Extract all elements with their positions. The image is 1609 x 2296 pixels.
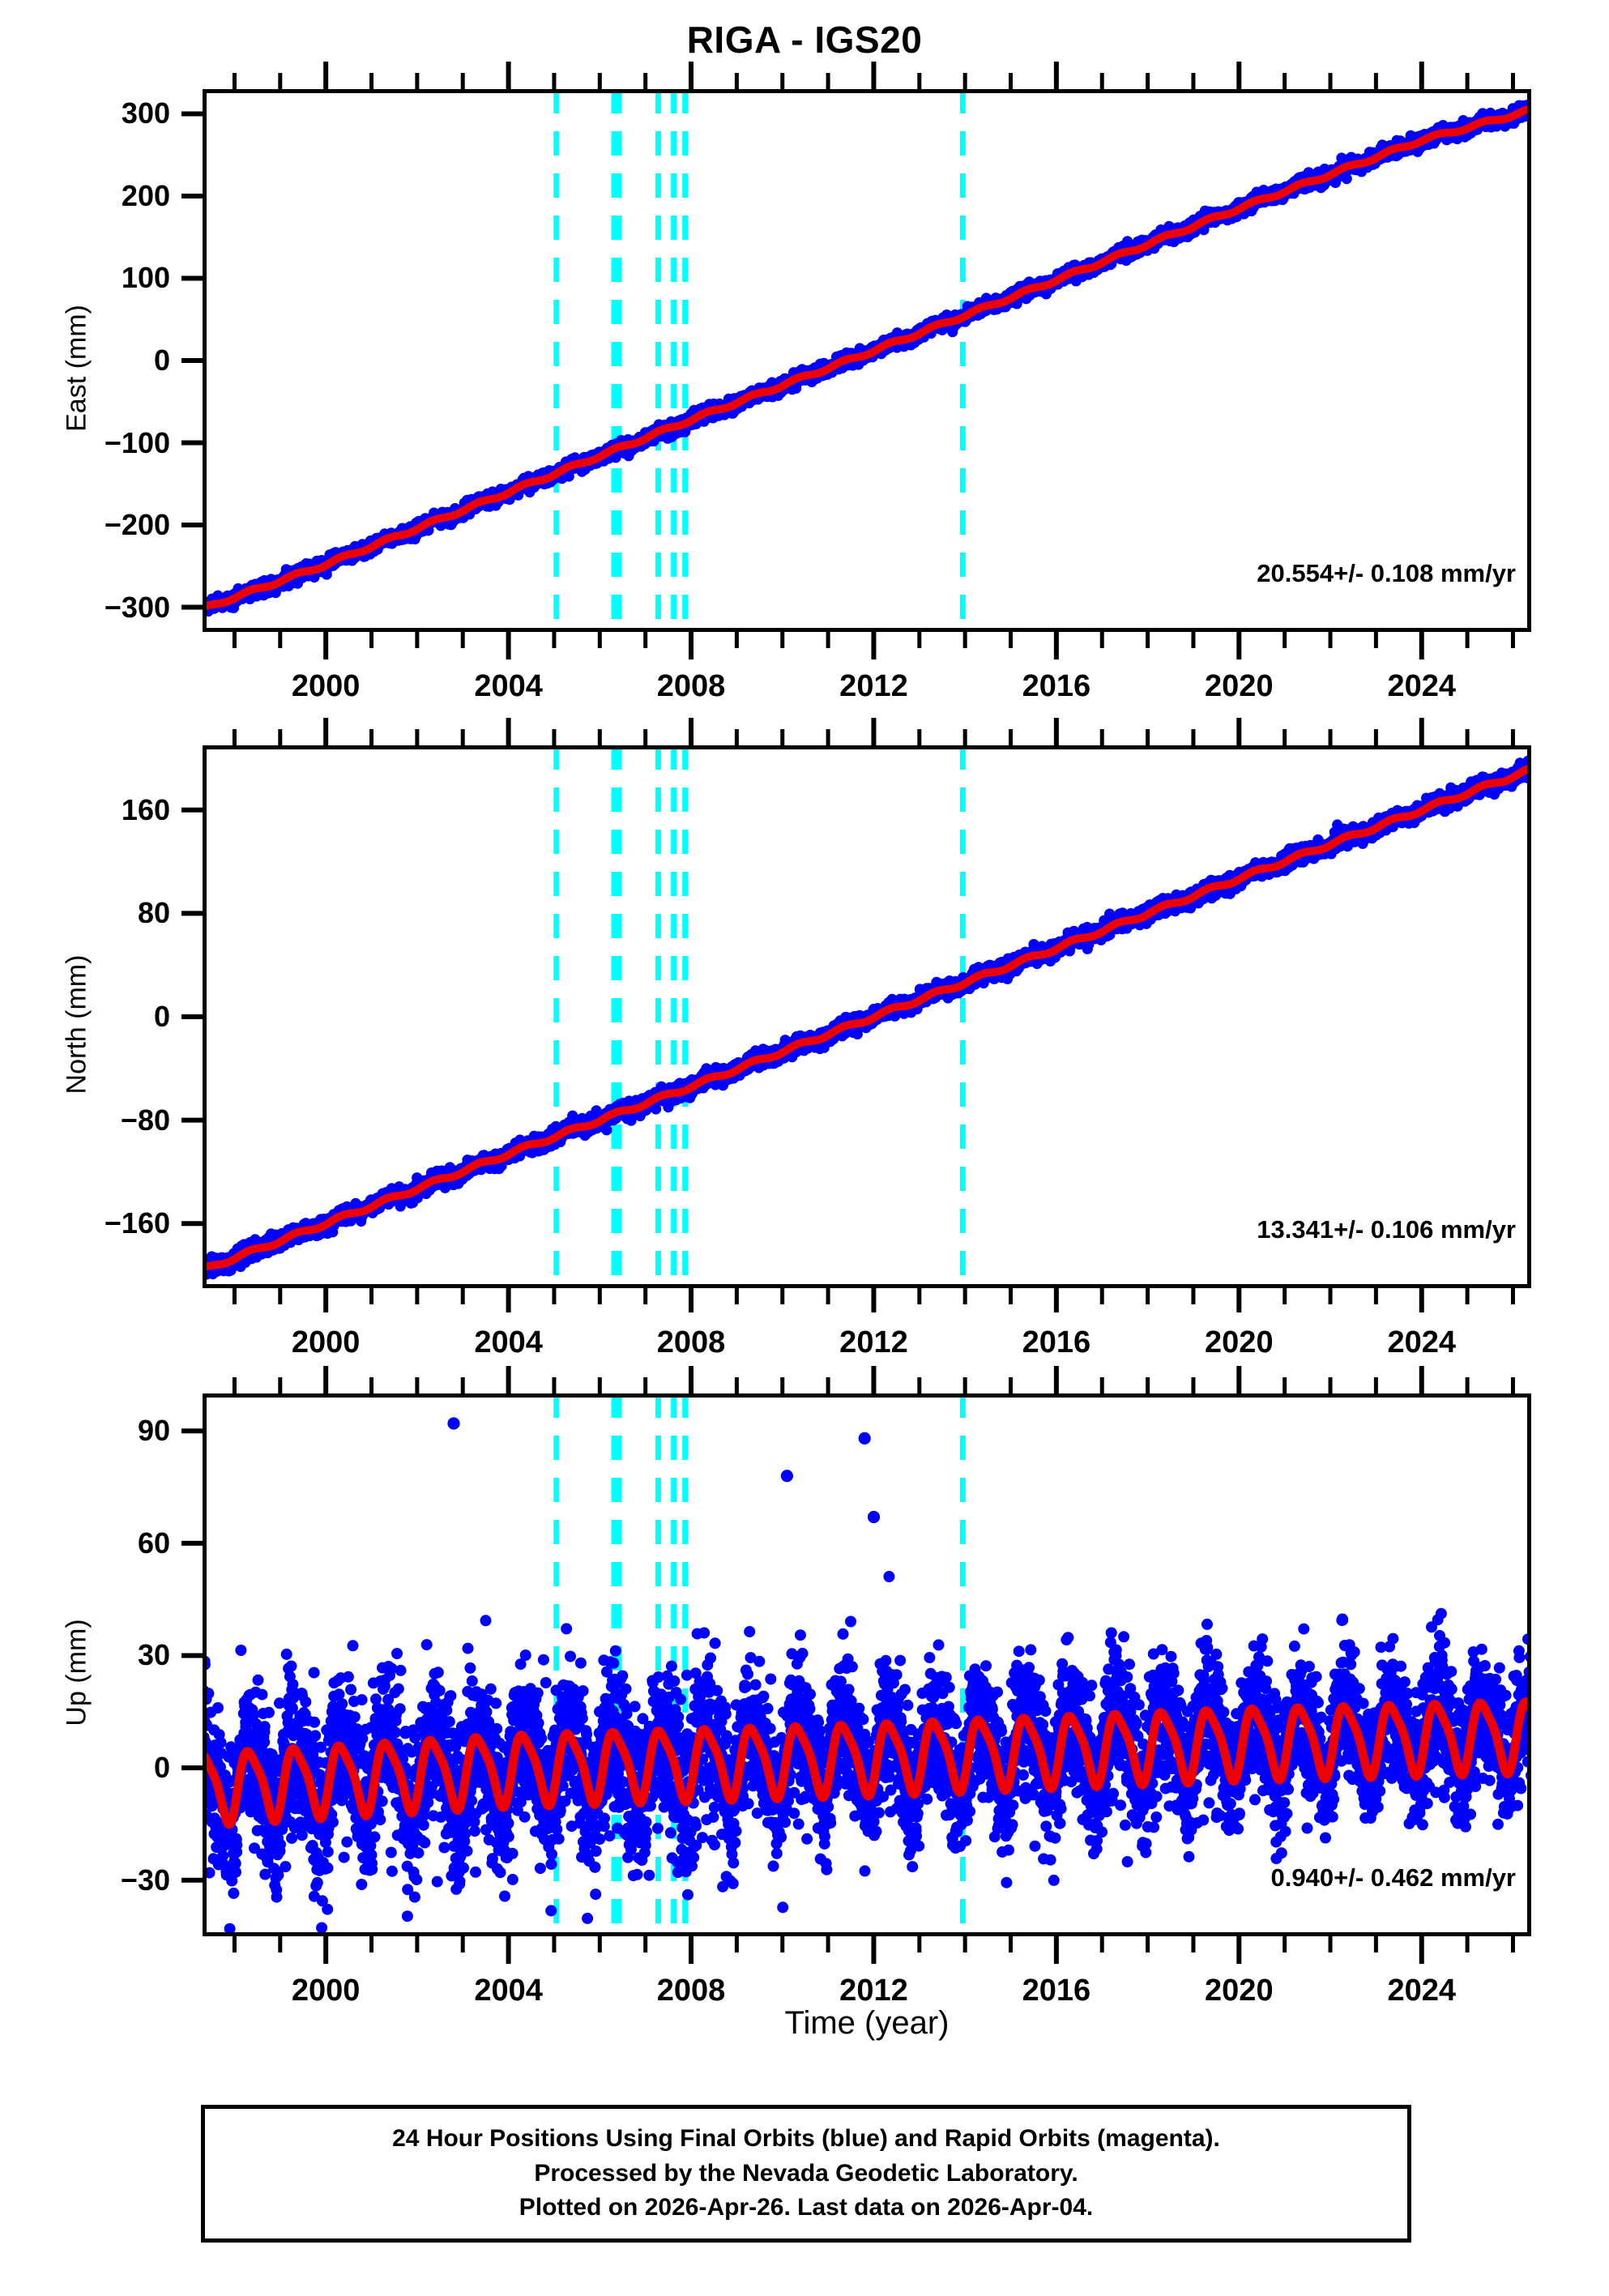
ytick-label: −160 — [104, 1206, 170, 1240]
xtick-label: 2012 — [839, 669, 908, 703]
caption-line-3: Plotted on 2026-Apr-26. Last data on 202… — [519, 2194, 1094, 2221]
xtick-label: 2024 — [1387, 669, 1457, 703]
xtick-label: 2008 — [656, 669, 726, 703]
xtick-label: 2004 — [474, 669, 543, 703]
plot-canvas-up — [181, 1366, 1529, 1964]
ytick-label: 100 — [121, 261, 170, 295]
figure-title: RIGA - IGS20 — [686, 19, 923, 61]
plot-canvas-north — [181, 718, 1529, 1312]
ytick-label: −80 — [120, 1103, 170, 1137]
ytick-label: −300 — [104, 590, 170, 624]
ytick-label: 90 — [137, 1414, 170, 1448]
xtick-label: 2004 — [474, 1325, 543, 1359]
panel-north: North (mm) 13.341+/- 0.106 mm/yr 160 80 0−… — [0, 664, 1609, 1359]
ytick-label: 80 — [137, 896, 170, 930]
xtick-label: 2012 — [839, 1974, 908, 2008]
plot-canvas-east — [181, 62, 1529, 659]
plot-frame-east — [203, 89, 1531, 632]
ytick-label: −100 — [104, 425, 170, 459]
xtick-label: 2024 — [1387, 1974, 1457, 2008]
xtick-label: 2008 — [656, 1325, 726, 1359]
xtick-label: 2000 — [291, 669, 361, 703]
ytick-label: 0 — [153, 1000, 170, 1033]
caption-line-2: Processed by the Nevada Geodetic Laborat… — [534, 2159, 1078, 2187]
xtick-label: 2004 — [474, 1974, 543, 2008]
caption-line-1: 24 Hour Positions Using Final Orbits (bl… — [392, 2125, 1220, 2153]
ytick-label: 0 — [153, 1751, 170, 1785]
xtick-label: 2008 — [656, 1974, 726, 2008]
ytick-label: 160 — [121, 792, 170, 826]
panel-up: Up (mm) 0.940+/- 0.462 mm/yr 90 60 30 0 −30 2… — [0, 1312, 1609, 2008]
xtick-label: 2000 — [291, 1974, 361, 2008]
xtick-label: 2000 — [291, 1325, 361, 1359]
rate-annotation-up: 0.940+/- 0.462 mm/yr — [1270, 1863, 1516, 1892]
xtick-label: 2016 — [1022, 1325, 1091, 1359]
xtick-label: 2012 — [839, 1325, 908, 1359]
plot-frame-north — [203, 745, 1531, 1288]
xtick-label: 2024 — [1387, 1325, 1457, 1359]
xtick-label: 2020 — [1205, 1974, 1274, 2008]
caption-box: 24 Hour Positions Using Final Orbits (bl… — [201, 2105, 1411, 2243]
rate-annotation-north: 13.341+/- 0.106 mm/yr — [1257, 1215, 1516, 1244]
plot-frame-up — [203, 1393, 1531, 1936]
ytick-label: 60 — [137, 1526, 170, 1560]
ytick-label: −30 — [120, 1863, 170, 1897]
ytick-label: 30 — [137, 1638, 170, 1672]
xtick-label: 2020 — [1205, 1325, 1274, 1359]
ytick-label: 300 — [121, 96, 170, 130]
xtick-label: 2016 — [1022, 669, 1091, 703]
ytick-label: −200 — [104, 508, 170, 542]
xtick-label: 2020 — [1205, 669, 1274, 703]
panel-east: East (mm) 20.554+/- 0.108 mm/yr 300 200 10… — [0, 0, 1609, 703]
rate-annotation-east: 20.554+/- 0.108 mm/yr — [1257, 559, 1516, 587]
axis-label-time: Time (year) — [784, 2005, 950, 2041]
xtick-label: 2016 — [1022, 1974, 1091, 2008]
ytick-label: 0 — [153, 344, 170, 377]
ytick-label: 200 — [121, 178, 170, 212]
